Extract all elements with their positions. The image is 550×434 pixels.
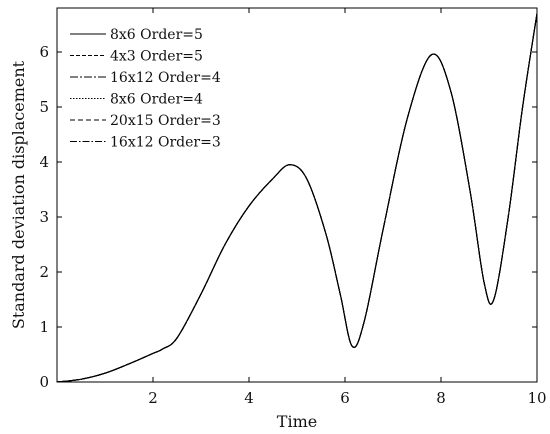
- legend-label-1: 8x6 Order=5: [110, 27, 203, 43]
- y-axis-label: Standard deviation displacement: [9, 60, 28, 329]
- y-tick-label: 3: [39, 208, 49, 226]
- ticks-layer: 0 1 2 3 4 5 6 2 4 6 8 10: [39, 8, 547, 407]
- legend-label-4: 8x6 Order=4: [110, 92, 203, 108]
- y-tick-label: 2: [39, 263, 49, 281]
- legend-label-3: 16x12 Order=4: [110, 70, 221, 86]
- x-tick-label: 6: [340, 389, 350, 407]
- legend: 8x6 Order=5 4x3 Order=5 16x12 Order=4 8x6 O…: [70, 27, 221, 151]
- y-tick-label: 4: [39, 153, 49, 171]
- y-tick-label: 6: [39, 43, 49, 61]
- legend-label-5: 20x15 Order=3: [110, 113, 221, 129]
- x-tick-label: 2: [148, 389, 158, 407]
- series-layer: [56, 13, 538, 383]
- y-tick-label: 0: [39, 373, 49, 391]
- y-tick-label: 1: [39, 318, 49, 336]
- legend-label-2: 4x3 Order=5: [110, 49, 203, 65]
- x-tick-label: 4: [244, 389, 254, 407]
- legend-label-6: 16x12 Order=3: [110, 135, 221, 151]
- x-tick-label: 8: [436, 389, 446, 407]
- plot-area: [56, 7, 538, 383]
- series-line-5: [56, 13, 538, 383]
- y-tick-label: 5: [39, 98, 49, 116]
- x-tick-label: 10: [527, 389, 546, 407]
- x-axis-label: Time: [277, 412, 317, 431]
